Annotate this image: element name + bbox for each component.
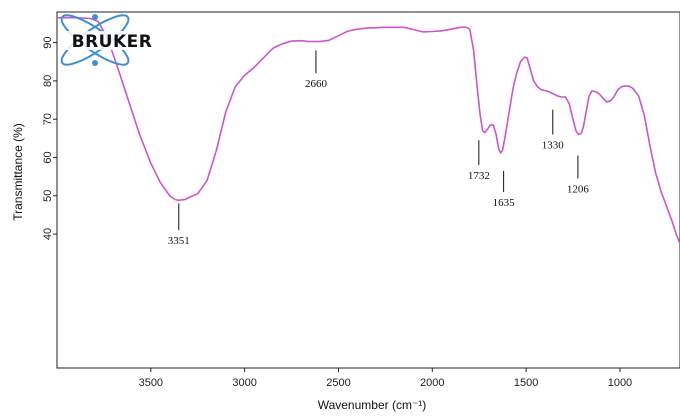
y-axis-label: Transmittance (%): [11, 123, 25, 221]
peak-label: 1732: [468, 170, 490, 182]
x-tick-label: 2000: [420, 377, 444, 389]
series-layer: [57, 16, 680, 244]
x-tick-label: 3000: [232, 377, 256, 389]
x-tick-label: 1500: [514, 377, 538, 389]
y-tick-label: 90: [42, 36, 54, 48]
y-axis: 40 50 60 70 80 90: [42, 36, 57, 240]
bruker-logo: BRUKER: [60, 14, 164, 66]
transmittance-line: [57, 16, 680, 244]
peak-label: 1330: [542, 139, 565, 151]
y-tick-label: 80: [42, 75, 54, 87]
bruker-logo-text: BRUKER: [72, 32, 153, 52]
x-tick-label: 2500: [326, 377, 350, 389]
annotation-layer: 3351 2660 1732 1635 1330 1206: [168, 50, 590, 247]
peak-label: 1635: [493, 197, 516, 209]
y-tick-label: 50: [42, 190, 54, 202]
peak-label: 2660: [305, 78, 328, 90]
x-tick-label: 3500: [139, 377, 163, 389]
y-tick-label: 70: [42, 113, 54, 125]
x-axis: 3500 3000 2500 2000 1500 1000: [139, 368, 632, 389]
x-axis-label: Wavenumber (cm⁻¹): [318, 398, 427, 412]
y-tick-label: 60: [42, 151, 54, 163]
peak-label: 3351: [168, 235, 190, 247]
plot-frame: [56, 11, 680, 369]
peak-label: 1206: [567, 184, 590, 196]
x-tick-label: 1000: [608, 377, 632, 389]
y-tick-label: 40: [42, 228, 54, 240]
